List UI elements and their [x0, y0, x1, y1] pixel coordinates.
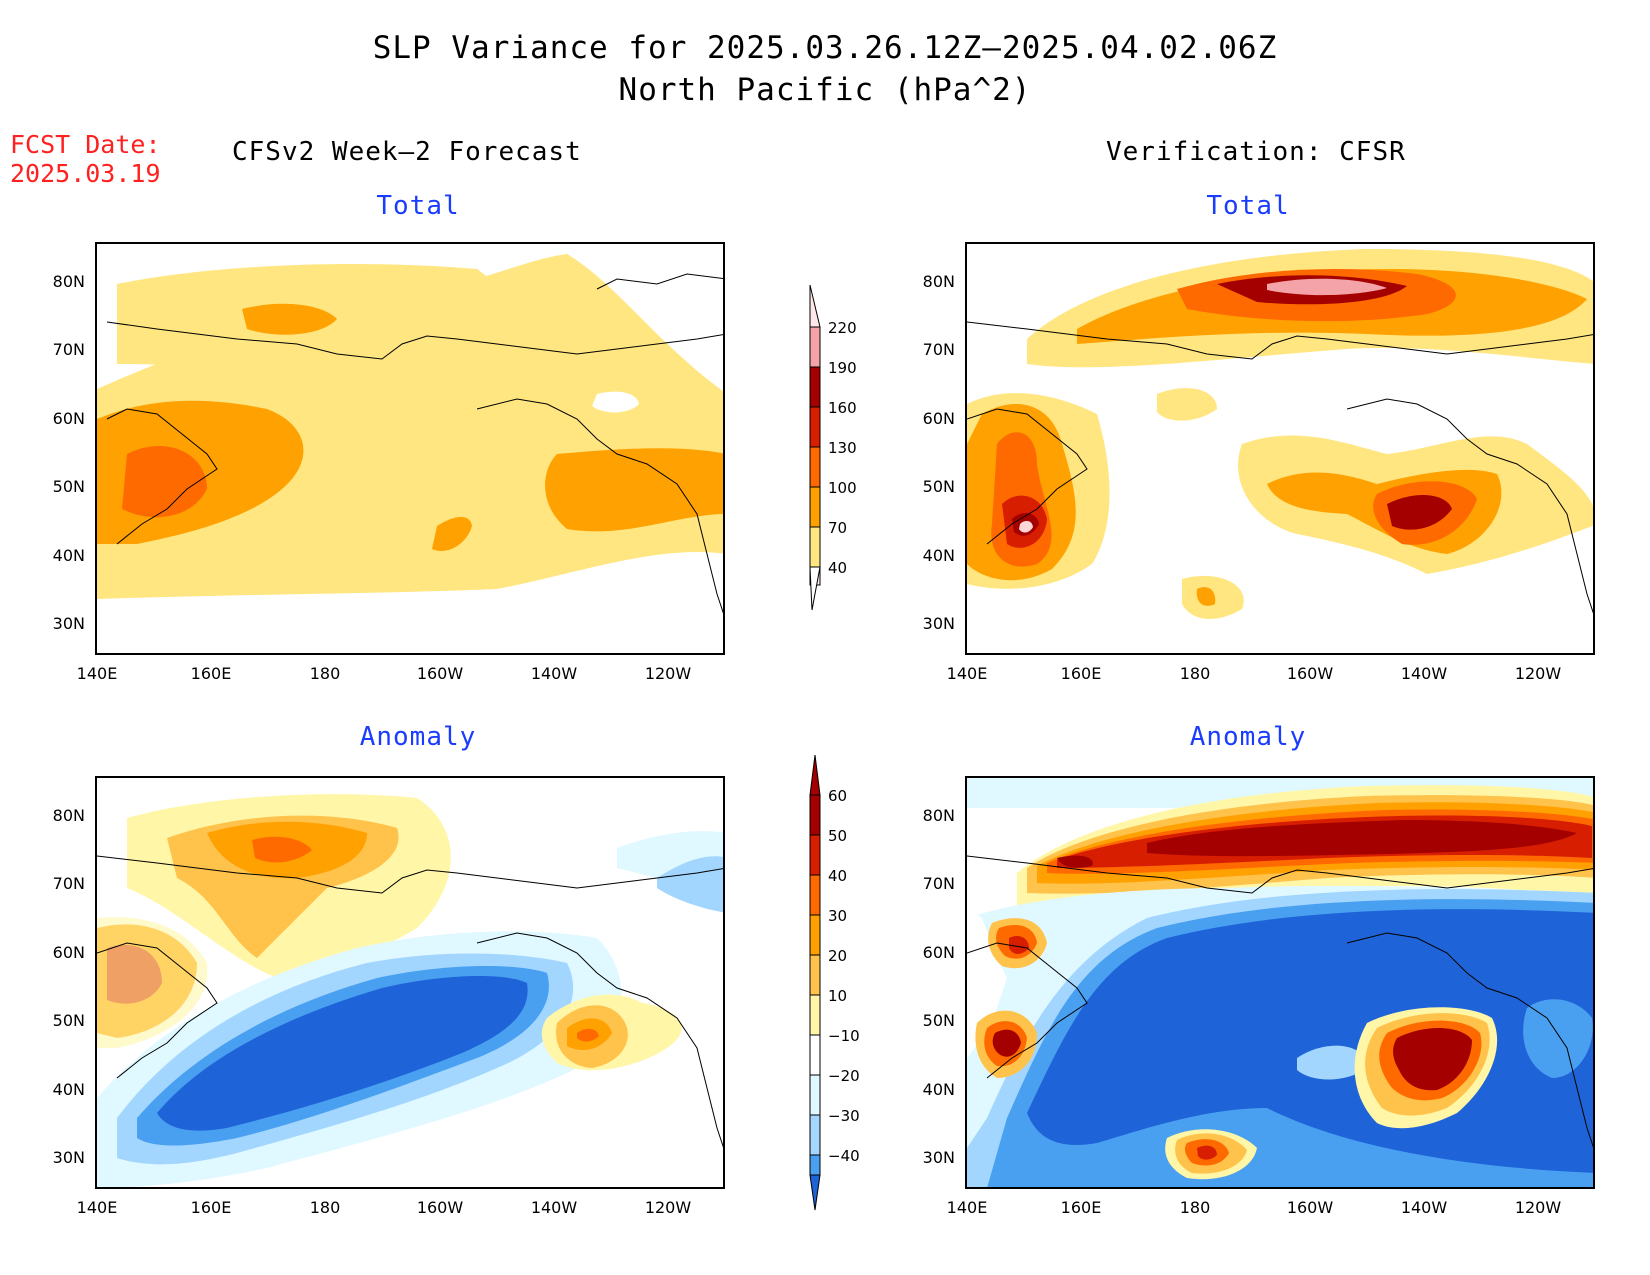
lat-tick: 30N [52, 1148, 85, 1167]
lat-tick: 40N [52, 1080, 85, 1099]
lat-tick: 30N [922, 1148, 955, 1167]
left-column-title: CFSv2 Week–2 Forecast [232, 137, 582, 167]
lat-tick: 60N [52, 409, 85, 428]
lat-tick: 40N [922, 546, 955, 565]
fcst-date-label: FCST Date: [10, 130, 161, 159]
lon-tick: 140W [530, 1198, 578, 1217]
lon-tick: 140W [1400, 1198, 1448, 1217]
total-colorbar-label: 70 [828, 519, 848, 537]
main-title: SLP Variance for 2025.03.26.12Z–2025.04.… [372, 30, 1278, 66]
forecast-anomaly-title: Anomaly [359, 722, 477, 752]
anomaly-colorbar-label: 50 [828, 827, 848, 845]
lon-tick: 160E [1060, 664, 1102, 683]
lat-tick: 30N [52, 614, 85, 633]
main-subtitle: North Pacific (hPa^2) [618, 72, 1032, 108]
lon-tick: 160W [1286, 1198, 1334, 1217]
forecast-total-title: Total [376, 191, 460, 221]
lat-tick: 70N [922, 874, 955, 893]
anomaly-colorbar-label: 60 [828, 787, 848, 805]
anomaly-colorbar-label: 30 [828, 907, 848, 925]
lat-tick: 70N [52, 340, 85, 359]
lon-tick: 180 [309, 1198, 341, 1217]
lat-tick: 80N [922, 806, 955, 825]
lon-tick: 120W [1514, 664, 1562, 683]
lon-tick: 140E [76, 1198, 118, 1217]
forecast-anomaly-map [95, 776, 725, 1189]
lon-tick: 160E [190, 664, 232, 683]
lat-tick: 40N [922, 1080, 955, 1099]
fcst-date-value: 2025.03.19 [10, 159, 161, 188]
lon-tick: 140E [946, 1198, 988, 1217]
lon-tick: 160W [416, 664, 464, 683]
lat-tick: 80N [922, 272, 955, 291]
total-colorbar-label: 160 [828, 399, 857, 417]
anomaly-colorbar-label: −40 [828, 1147, 860, 1165]
lon-tick: 120W [1514, 1198, 1562, 1217]
lon-tick: 180 [1179, 1198, 1211, 1217]
lat-tick: 60N [52, 943, 85, 962]
lon-tick: 160E [1060, 1198, 1102, 1217]
lon-tick: 140E [76, 664, 118, 683]
lat-tick: 60N [922, 409, 955, 428]
lat-tick: 40N [52, 546, 85, 565]
total-colorbar [809, 285, 821, 611]
lat-tick: 60N [922, 943, 955, 962]
anomaly-colorbar [809, 755, 821, 1211]
lon-tick: 120W [644, 1198, 692, 1217]
lat-tick: 30N [922, 614, 955, 633]
lat-tick: 50N [52, 1011, 85, 1030]
lon-tick: 120W [644, 664, 692, 683]
lon-tick: 160W [1286, 664, 1334, 683]
lat-tick: 70N [922, 340, 955, 359]
total-colorbar-label: 40 [828, 559, 848, 577]
total-colorbar-label: 220 [828, 319, 857, 337]
lat-tick: 70N [52, 874, 85, 893]
anomaly-colorbar-label: −20 [828, 1067, 860, 1085]
lon-tick: 180 [309, 664, 341, 683]
lon-tick: 140E [946, 664, 988, 683]
lat-tick: 50N [922, 1011, 955, 1030]
lon-tick: 160W [416, 1198, 464, 1217]
lat-tick: 50N [52, 477, 85, 496]
lon-tick: 180 [1179, 664, 1211, 683]
lat-tick: 80N [52, 272, 85, 291]
total-colorbar-label: 130 [828, 439, 857, 457]
lon-tick: 140W [1400, 664, 1448, 683]
right-column-title: Verification: CFSR [1106, 137, 1406, 167]
anomaly-colorbar-label: −10 [828, 1027, 860, 1045]
total-colorbar-label: 190 [828, 359, 857, 377]
verification-anomaly-map [965, 776, 1595, 1189]
lat-tick: 80N [52, 806, 85, 825]
anomaly-colorbar-label: 20 [828, 947, 848, 965]
anomaly-colorbar-label: 10 [828, 987, 848, 1005]
lat-tick: 50N [922, 477, 955, 496]
anomaly-colorbar-label: −30 [828, 1107, 860, 1125]
total-colorbar-label: 100 [828, 479, 857, 497]
verification-total-title: Total [1206, 191, 1290, 221]
lon-tick: 140W [530, 664, 578, 683]
anomaly-colorbar-label: 40 [828, 867, 848, 885]
verification-anomaly-title: Anomaly [1189, 722, 1307, 752]
forecast-total-map [95, 242, 725, 655]
verification-total-map [965, 242, 1595, 655]
lon-tick: 160E [190, 1198, 232, 1217]
